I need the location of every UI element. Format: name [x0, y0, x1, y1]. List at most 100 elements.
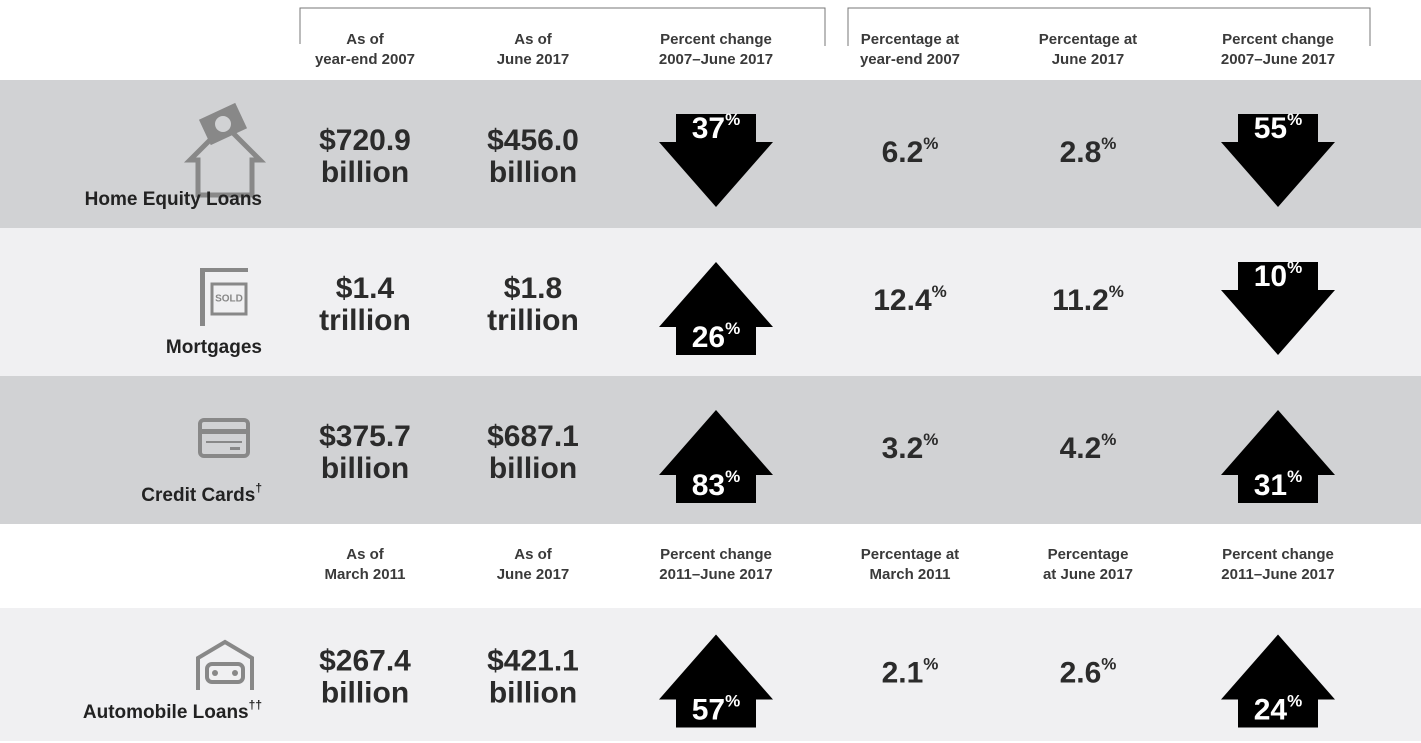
label-text: Automobile Loans: [83, 702, 249, 723]
percent-change: 31%: [1254, 467, 1303, 501]
value: 2.6: [1060, 656, 1102, 689]
unit: %: [923, 134, 938, 153]
percentage: 2.8%: [1060, 134, 1117, 168]
icon-part: [200, 268, 205, 326]
icon-part: [215, 116, 231, 132]
value: 2.1: [882, 656, 924, 689]
amount-unit: billion: [321, 452, 409, 485]
column-header: year-end 2007: [860, 51, 960, 68]
unit: %: [725, 692, 740, 711]
percent-change: 10%: [1254, 258, 1303, 292]
column-header: March 2011: [325, 566, 406, 583]
percentage: 3.2%: [882, 430, 939, 464]
row-icon: [183, 102, 267, 198]
value: 3.2: [882, 432, 924, 465]
column-header: 2007–June 2017: [659, 51, 773, 68]
unit: %: [1287, 467, 1302, 486]
icon-part: SOLD: [215, 294, 243, 305]
amount: $1.8: [504, 272, 562, 305]
column-header: 2011–June 2017: [1221, 566, 1334, 583]
percentage: 11.2%: [1052, 282, 1124, 316]
amount: $456.0: [487, 124, 579, 157]
icon-part: [206, 441, 242, 443]
group-bracket: [847, 7, 1371, 46]
amount-unit: billion: [321, 156, 409, 189]
column-header: As of: [346, 546, 385, 563]
percent-change: 37%: [692, 110, 741, 144]
unit: %: [1287, 258, 1302, 277]
footnote-mark: †: [255, 481, 262, 495]
value: 37: [692, 112, 725, 145]
column-header: Percent change: [660, 31, 772, 48]
column-header: Percentage: [1048, 546, 1129, 563]
column-header: March 2011: [870, 566, 951, 583]
icon-part: [230, 447, 240, 450]
value: 31: [1254, 469, 1287, 502]
unit: %: [1101, 430, 1116, 449]
icon-part: [196, 639, 254, 690]
unit: %: [1287, 692, 1302, 711]
icon-part: [232, 670, 238, 676]
column-header: As of: [514, 546, 553, 563]
arrow-up: [659, 634, 773, 728]
unit: %: [923, 655, 938, 674]
amount: $720.9: [319, 124, 411, 157]
unit: %: [1109, 282, 1124, 301]
label-text: Home Equity Loans: [85, 189, 262, 210]
value: 2.8: [1060, 136, 1102, 169]
unit: %: [1287, 110, 1302, 129]
value: 12.4: [873, 284, 932, 317]
row-label: Mortgages: [166, 337, 262, 358]
percentage: 4.2%: [1060, 430, 1117, 464]
amount: $687.1: [487, 420, 579, 453]
percentage: 2.1%: [882, 655, 939, 689]
column-header: June 2017: [1052, 51, 1125, 68]
value: 10: [1254, 260, 1287, 293]
unit: %: [923, 430, 938, 449]
column-header: Percentage at: [861, 546, 959, 563]
arrow-up: [659, 262, 773, 355]
column-header: Percentage at: [1039, 31, 1137, 48]
percentage: 6.2%: [882, 134, 939, 168]
percentage: 2.6%: [1060, 655, 1117, 689]
column-header: 2007–June 2017: [1221, 51, 1335, 68]
column-header: Percent change: [1222, 31, 1334, 48]
column-header: year-end 2007: [315, 51, 415, 68]
value: 4.2: [1060, 432, 1102, 465]
column-header: Percent change: [660, 546, 772, 563]
row-label: Home Equity Loans: [85, 189, 262, 210]
footnote-mark: ††: [249, 698, 262, 712]
group-bracket: [299, 7, 826, 46]
amount-unit: trillion: [487, 304, 579, 337]
amount-unit: billion: [489, 676, 577, 709]
arrow-down: [1221, 262, 1335, 355]
column-header: June 2017: [497, 51, 570, 68]
percent-change: 55%: [1254, 110, 1303, 144]
value: 57: [692, 693, 725, 726]
percentage: 12.4%: [873, 282, 947, 316]
arrow-up: [1221, 410, 1335, 503]
percent-change: 24%: [1254, 692, 1303, 726]
icon-part: [198, 418, 250, 458]
unit: %: [932, 282, 947, 301]
unit: %: [1101, 655, 1116, 674]
amount: $375.7: [319, 420, 411, 453]
column-header: 2011–June 2017: [659, 566, 772, 583]
column-header: at June 2017: [1043, 566, 1133, 583]
arrow-down: [1221, 114, 1335, 207]
row-icon: [196, 639, 254, 690]
amount: $267.4: [319, 644, 411, 677]
icon-part: [200, 268, 248, 272]
row-label: Credit Cards†: [141, 481, 262, 506]
icon-part: [205, 662, 245, 684]
unit: %: [1101, 134, 1116, 153]
unit: %: [725, 319, 740, 338]
icon-part: [200, 429, 248, 434]
amount-unit: billion: [321, 676, 409, 709]
value: 11.2: [1052, 284, 1109, 317]
amount: $421.1: [487, 644, 579, 677]
unit: %: [725, 110, 740, 129]
row-label: Automobile Loans††: [83, 698, 262, 723]
label-text: Credit Cards: [141, 485, 255, 506]
